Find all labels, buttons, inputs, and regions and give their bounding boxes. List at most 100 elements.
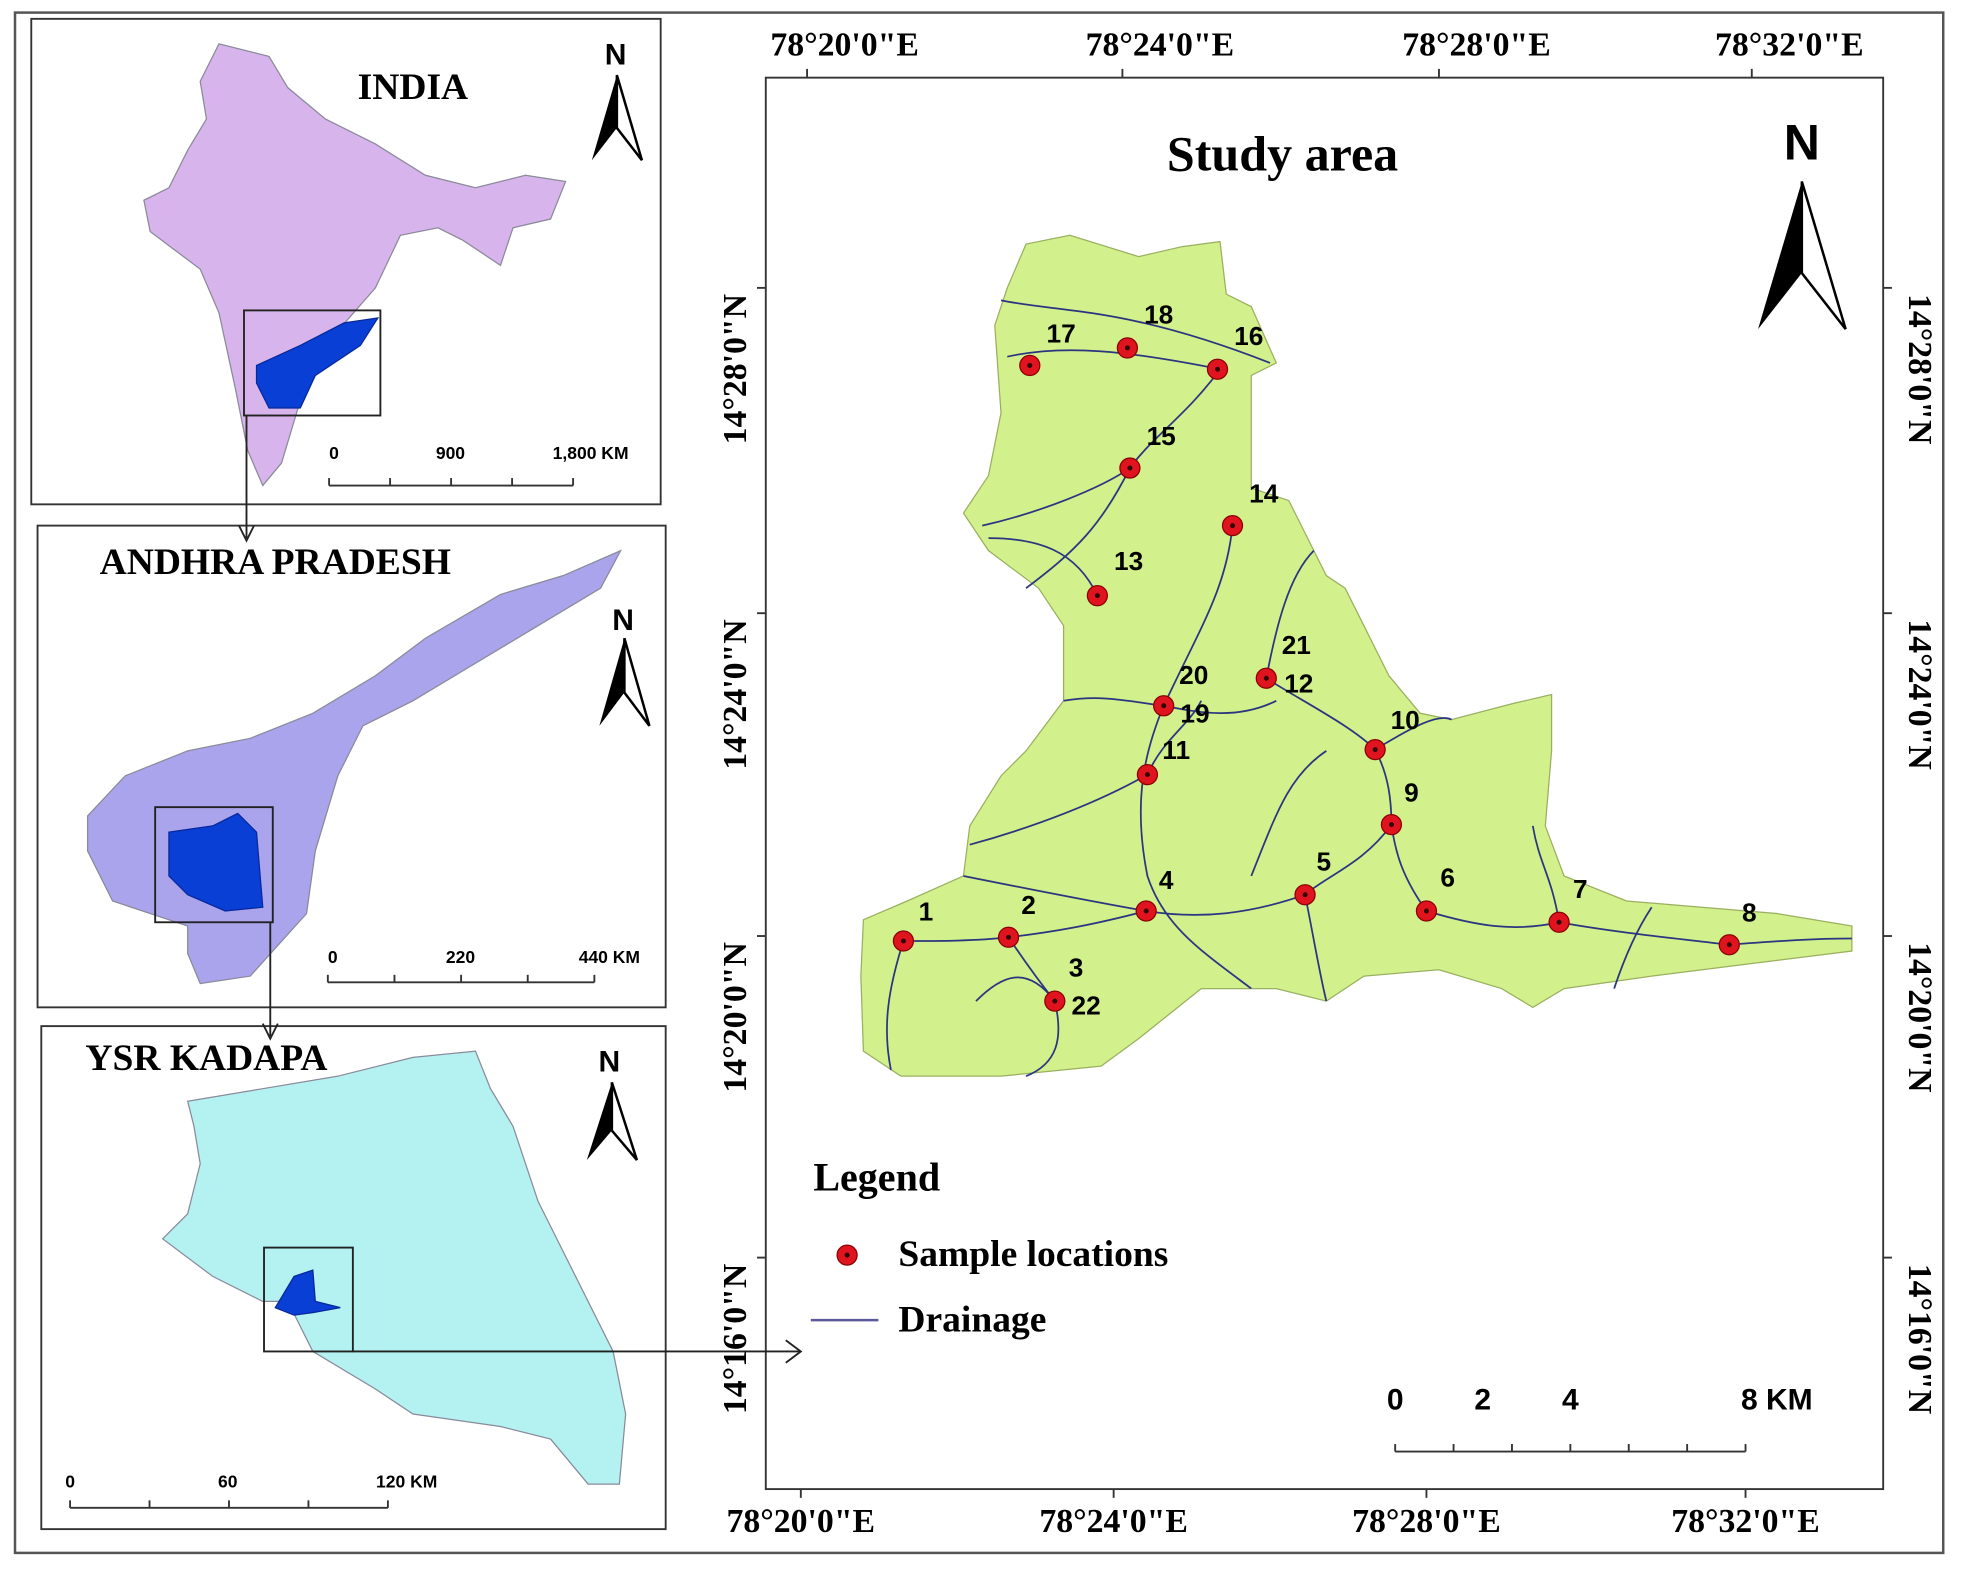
sample-label: 2 — [1021, 890, 1036, 920]
legend-symbol-center — [844, 1252, 850, 1258]
scale-label: 60 — [218, 1471, 238, 1491]
sample-point-center — [1556, 919, 1562, 925]
drainage-line — [1374, 717, 1452, 751]
highlight-area — [274, 1269, 341, 1316]
north-arrow-outline — [615, 74, 644, 162]
sample-label: 18 — [1144, 300, 1173, 330]
drainage-line — [1146, 700, 1203, 775]
arrow-head — [238, 525, 255, 543]
north-arrow — [1758, 181, 1802, 330]
sample-label: 15 — [1147, 421, 1176, 451]
north-label: N — [612, 604, 634, 637]
sample-point-center — [1006, 934, 1012, 940]
map-title: Study area — [1167, 125, 1398, 181]
north-label: N — [1784, 115, 1820, 171]
drainage-line — [963, 875, 1147, 912]
locator-box — [154, 806, 274, 924]
drainage-line — [1007, 349, 1221, 371]
drainage-line — [1163, 700, 1277, 714]
sample-label: 6 — [1440, 863, 1455, 893]
north-arrow — [599, 638, 625, 726]
longitude-label: 78°28'0"E — [1402, 26, 1551, 63]
region-shape — [143, 43, 567, 487]
sample-point-center — [1230, 523, 1236, 529]
sample-point-center — [1214, 366, 1220, 372]
north-label: N — [605, 38, 627, 71]
sample-label: 4 — [1159, 865, 1174, 895]
scale-label: 0 — [329, 443, 339, 463]
sample-point-center — [1144, 772, 1150, 778]
sample-label: 11 — [1162, 735, 1190, 765]
sample-point-center — [1423, 908, 1429, 914]
sample-label: 1 — [919, 896, 934, 926]
scale-label: 900 — [436, 443, 465, 463]
study-frame — [764, 76, 1885, 1491]
longitude-label: 78°24'0"E — [1086, 26, 1235, 63]
sample-label: 5 — [1317, 846, 1332, 876]
sample-point-center — [1127, 465, 1133, 471]
drainage-line — [1063, 697, 1164, 707]
sample-point-center — [1094, 593, 1100, 599]
sample-point-center — [1027, 362, 1033, 368]
drainage-line — [975, 976, 1056, 1002]
sample-label: 13 — [1114, 546, 1143, 576]
sample-point-center — [1726, 942, 1732, 948]
latitude-label: 14°24'0"N — [717, 619, 754, 769]
latitude-label: 14°20'0"N — [1901, 942, 1938, 1092]
outer-frame — [13, 11, 1945, 1555]
longitude-label: 78°32'0"E — [1715, 26, 1864, 63]
arrow-head — [261, 1023, 279, 1041]
legend-label: Sample locations — [898, 1234, 1168, 1275]
sample-label: 19 — [1180, 699, 1209, 729]
sample-point-center — [1263, 675, 1269, 681]
sample-point-center — [1143, 908, 1149, 914]
sample-label: 14 — [1249, 479, 1279, 509]
latitude-label: 14°16'0"N — [1901, 1264, 1938, 1414]
sample-label: 8 — [1742, 898, 1757, 928]
drainage-line — [969, 773, 1148, 846]
sample-label: 17 — [1046, 318, 1075, 348]
sample-label: 7 — [1573, 874, 1588, 904]
scale-label: 440 KM — [579, 947, 640, 967]
scale-label: 2 — [1474, 1383, 1491, 1416]
arrow-head — [785, 1339, 803, 1364]
drainage-line — [988, 537, 1099, 597]
sample-label: 10 — [1391, 705, 1420, 735]
sample-label: 22 — [1071, 990, 1100, 1020]
sample-point-center — [1052, 998, 1058, 1004]
scale-label: 0 — [65, 1471, 75, 1491]
sample-label: 3 — [1069, 953, 1084, 983]
sample-point-center — [1124, 345, 1130, 351]
locator-box — [263, 1246, 354, 1353]
longitude-label: 78°28'0"E — [1352, 1503, 1501, 1540]
region-shape — [161, 1050, 627, 1485]
drainage-line — [982, 467, 1131, 527]
drainage-line — [1613, 906, 1653, 989]
north-arrow — [586, 1082, 612, 1161]
legend-label: Drainage — [898, 1299, 1046, 1340]
legend-title: Legend — [813, 1154, 940, 1199]
study-area-shape — [860, 234, 1853, 1077]
longitude-label: 78°20'0"E — [727, 1503, 876, 1540]
north-label: N — [599, 1046, 621, 1079]
locator-box — [243, 309, 382, 417]
north-arrow — [591, 75, 617, 161]
drainage-line — [1265, 550, 1315, 679]
drainage-line — [1250, 750, 1327, 877]
latitude-label: 14°28'0"N — [1901, 294, 1938, 444]
longitude-label: 78°32'0"E — [1671, 1503, 1820, 1540]
kadapa-panel — [40, 1025, 667, 1531]
sample-point-center — [1302, 892, 1308, 898]
latitude-label: 14°20'0"N — [717, 942, 754, 1092]
scale-label: 0 — [328, 947, 338, 967]
scale-label: 0 — [1387, 1383, 1404, 1416]
sample-label: 12 — [1284, 669, 1313, 699]
highlight-area — [255, 317, 380, 409]
scale-label: 220 — [446, 947, 475, 967]
sample-label: 16 — [1234, 321, 1263, 351]
india-panel — [30, 17, 662, 506]
north-arrow-outline — [610, 1082, 639, 1161]
sample-point-center — [1388, 822, 1394, 828]
drainage-line — [1426, 910, 1852, 946]
